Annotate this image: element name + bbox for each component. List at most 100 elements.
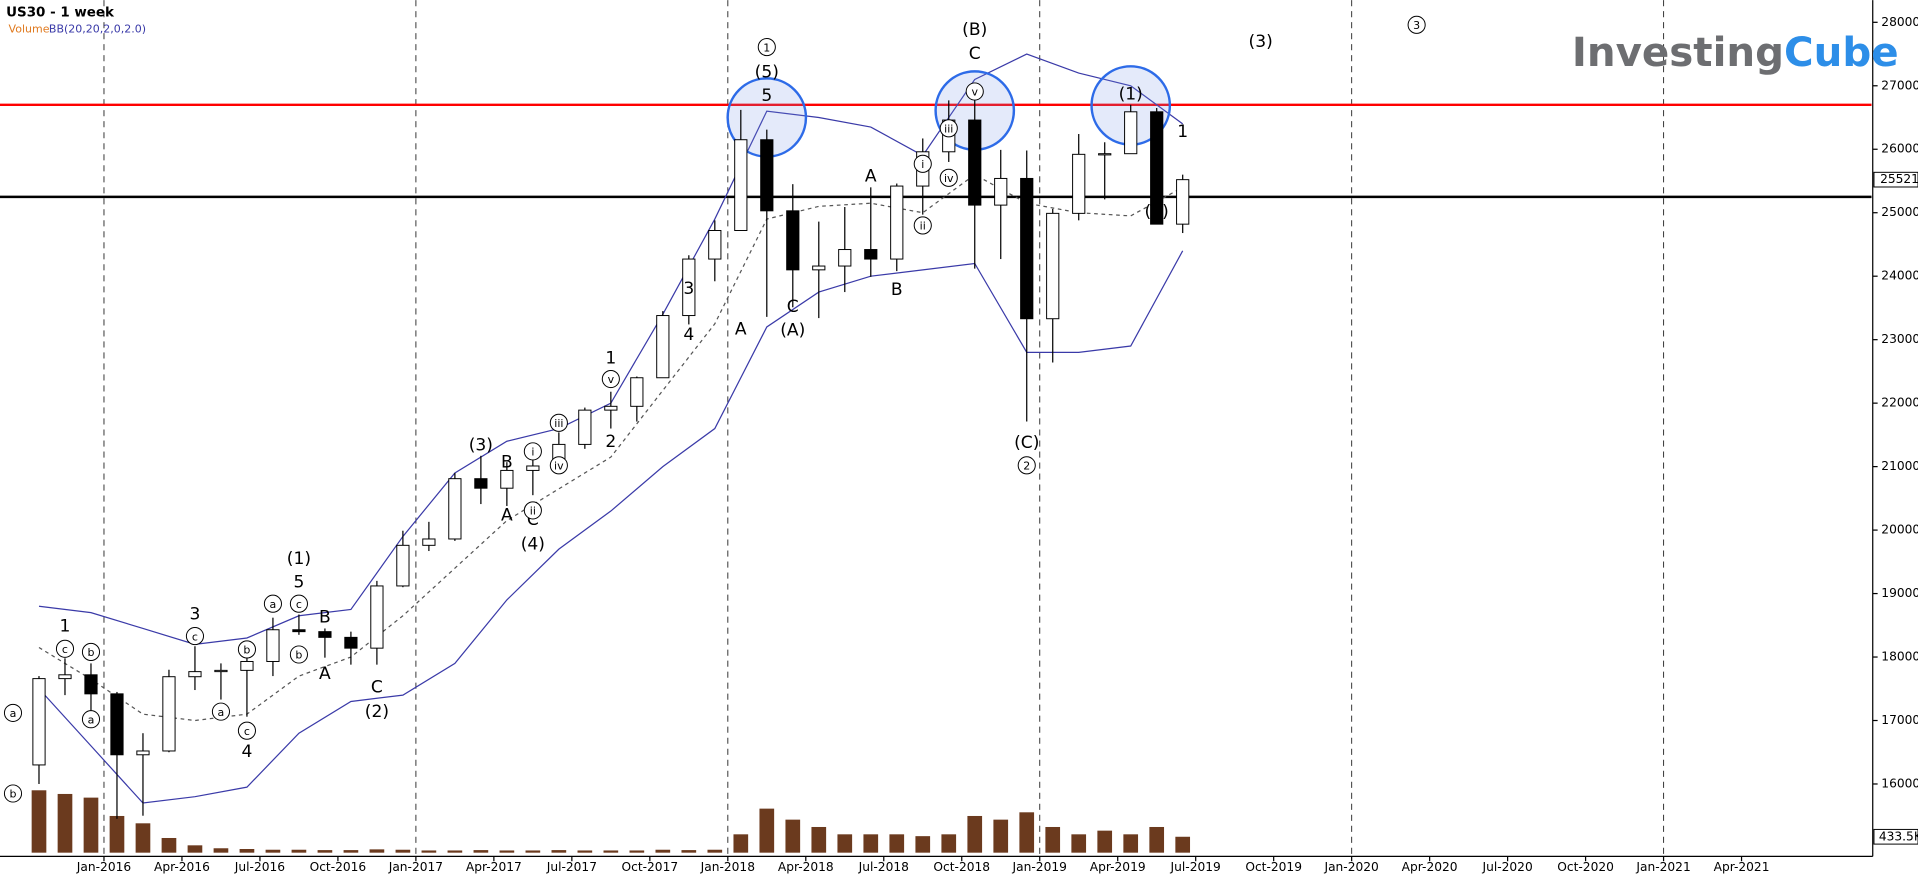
wave-label: (1) [287, 549, 311, 569]
volume-bar [941, 834, 957, 853]
candle-body [500, 469, 514, 489]
wave-label: (1) [1119, 85, 1143, 105]
wave-label: iv [944, 172, 954, 185]
x-tick-label: Jul-2017 [546, 860, 597, 874]
wave-label: 2 [605, 432, 616, 452]
candle-body [682, 258, 696, 317]
candle-body [1046, 212, 1060, 320]
candle-body [734, 139, 748, 231]
x-tick-label: Apr-2016 [154, 860, 210, 874]
candle-body [58, 674, 72, 680]
candle-body [864, 249, 878, 260]
wave-label: iv [554, 460, 564, 473]
candle-body [422, 538, 436, 546]
volume-bar [291, 849, 307, 853]
annotation-circle [549, 413, 568, 432]
candle-body [838, 249, 852, 267]
y-tick-label: 17000 [1881, 713, 1918, 727]
wave-label: iii [944, 123, 953, 136]
annotation-circle [289, 645, 308, 664]
wave-label: c [192, 630, 198, 643]
y-tick-label: 28000 [1881, 15, 1918, 29]
wave-label: (2) [365, 702, 389, 722]
wave-label: (3) [1249, 32, 1273, 52]
annotation-circle [289, 594, 308, 613]
volume-bar [525, 850, 541, 853]
volume-bar [473, 850, 489, 853]
annotation-circle [81, 642, 101, 662]
candle-body [84, 674, 98, 695]
volume-bar [733, 834, 749, 853]
annotation-circle [237, 640, 256, 659]
candle-body [994, 177, 1008, 206]
x-tick-label: Apr-2019 [1090, 860, 1146, 874]
wave-label: A [501, 505, 513, 525]
x-tick-label: Apr-2017 [466, 860, 522, 874]
volume-bar [655, 849, 671, 853]
wave-label: 3 [190, 604, 201, 624]
wave-label: a [270, 598, 277, 611]
wave-label: B [761, 140, 773, 160]
volume-bar [421, 850, 437, 853]
y-tick-label: 24000 [1881, 269, 1918, 283]
legend-bands: BB(20,20,2,0,2.0) [49, 22, 146, 35]
candle-body [1176, 179, 1190, 225]
y-tick-label: 20000 [1881, 523, 1918, 537]
x-tick-label: Jan-2019 [1012, 860, 1067, 874]
annotation-circle [523, 501, 542, 520]
wave-label: iii [554, 417, 563, 430]
wave-label: c [244, 725, 250, 738]
candle-body [1020, 177, 1034, 320]
band-lower [38, 250, 1184, 804]
candle-body [396, 544, 410, 587]
annotation-circle [1407, 15, 1426, 34]
volume-bar [967, 815, 983, 853]
candle-body [162, 676, 176, 752]
candle-body [370, 585, 384, 649]
volume-bar [83, 797, 99, 853]
y-tick-label: 26000 [1881, 142, 1918, 156]
annotation-circle [913, 216, 932, 235]
volume-bar [109, 815, 125, 853]
annotation-circle [211, 702, 230, 721]
candle-body [968, 119, 982, 206]
x-tick-label: Jul-2020 [1481, 860, 1532, 874]
y-tick-label: 21000 [1881, 459, 1918, 473]
candle-body [266, 629, 280, 662]
wave-label: v [608, 373, 615, 386]
x-tick-label: Oct-2019 [1245, 860, 1302, 874]
plot-area [0, 0, 1872, 857]
volume-bar [213, 848, 229, 853]
volume-bar [1175, 836, 1191, 853]
y-tick-label: 22000 [1881, 396, 1918, 410]
wave-label: B [891, 280, 903, 300]
wave-label: i [921, 158, 924, 171]
candle-body [1124, 111, 1138, 155]
volume-bar [759, 808, 775, 853]
band-middle [38, 173, 1183, 722]
annotation-circle [601, 369, 620, 389]
candle-body [656, 315, 670, 379]
wave-label: B [319, 608, 331, 628]
wave-label: 1 [763, 41, 770, 54]
volume-bar [837, 834, 853, 853]
candle-body [474, 478, 488, 489]
candle-body [890, 185, 904, 260]
wave-label: (3) [469, 436, 493, 456]
volume-bar [1019, 812, 1035, 853]
wave-label: b [295, 649, 302, 662]
x-tick-label: Oct-2018 [933, 860, 990, 874]
annotation-circle [965, 82, 984, 101]
annotation-circle [3, 703, 23, 722]
wave-label: a [88, 713, 95, 726]
candle-body [292, 629, 306, 633]
volume-bar [187, 845, 203, 853]
y-tick-label: 19000 [1881, 586, 1918, 600]
candle-body [812, 265, 826, 271]
volume-bar [603, 850, 619, 853]
x-tick-label: Jan-2018 [700, 860, 755, 874]
x-tick-label: Oct-2020 [1557, 860, 1614, 874]
volume-bar [239, 849, 255, 853]
last-price-box [1873, 171, 1918, 188]
y-tick-label: 27000 [1881, 78, 1918, 92]
